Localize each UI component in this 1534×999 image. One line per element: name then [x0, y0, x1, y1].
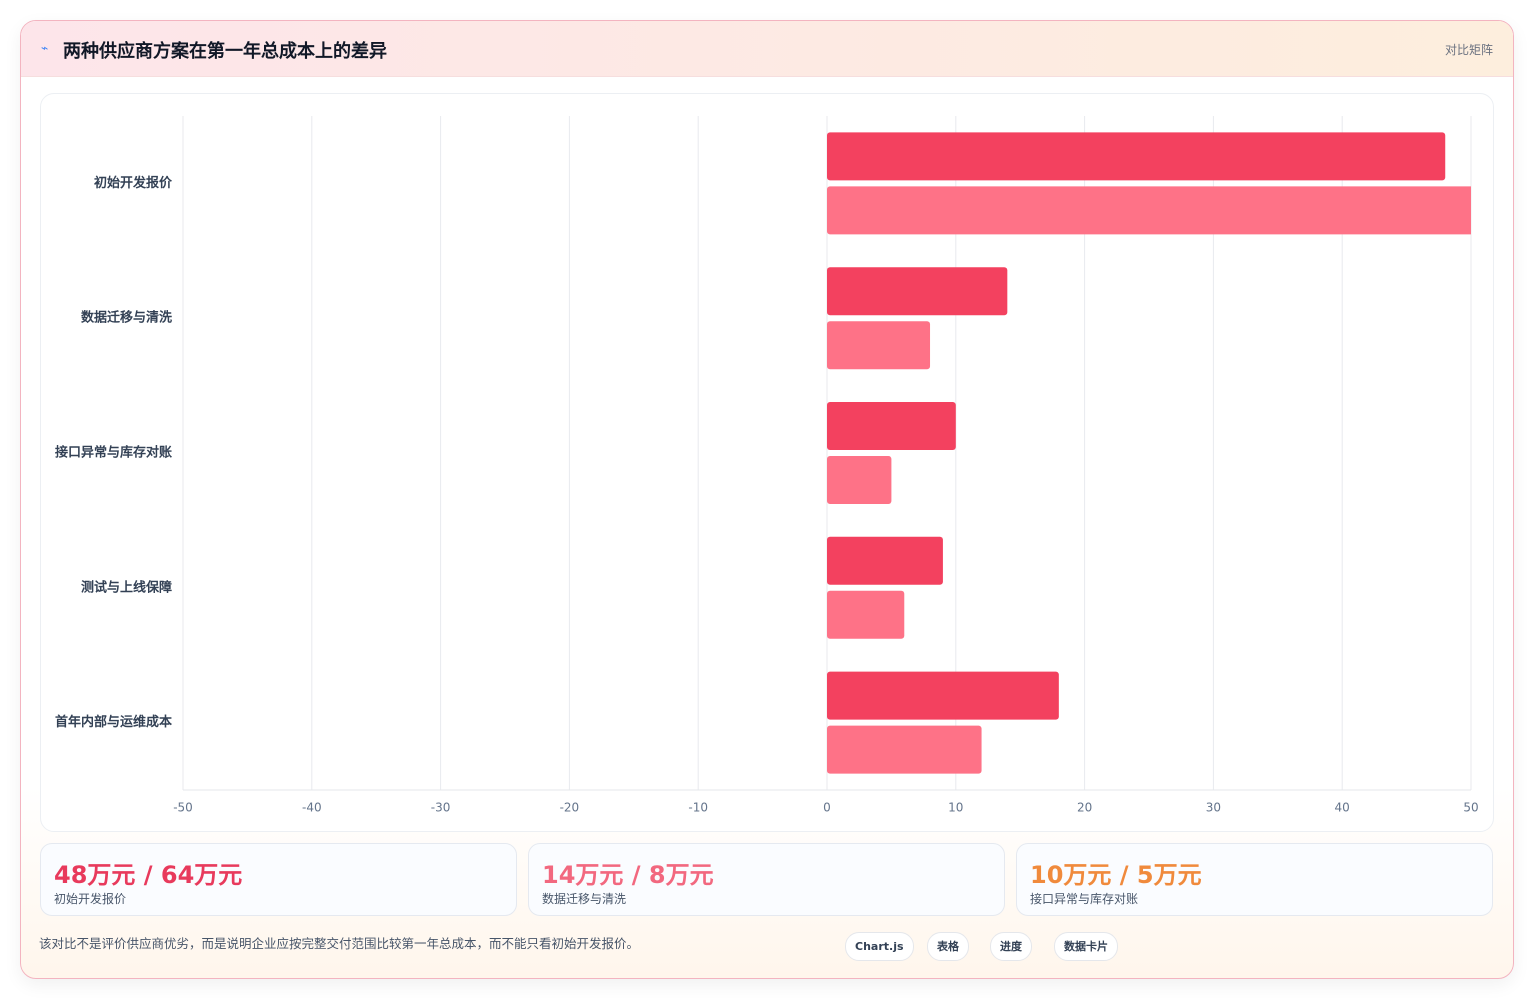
title: 两种供应商方案在第一年总成本上的差异 — [63, 41, 387, 62]
bar — [827, 186, 1471, 235]
x-tick-label: 20 — [1077, 801, 1092, 815]
chart: -50 -40 -30 -20 -10 0 10 20 30 40 50 初始开发报价数据迁移与清洗接… — [55, 116, 1479, 815]
stat-value: 48万元 / 64万元 — [54, 861, 243, 889]
view-button[interactable]: 进度 — [990, 932, 1032, 961]
x-tick-label: 30 — [1206, 801, 1221, 815]
y-tick-label: 接口异常与库存对账 — [55, 445, 172, 461]
bar — [827, 590, 905, 639]
stat-value: 14万元 / 8万元 — [542, 861, 714, 889]
bars — [827, 132, 1471, 774]
stat-card: 14万元 / 8万元数据迁移与清洗 — [528, 843, 1005, 916]
x-tick-label: 40 — [1335, 801, 1350, 815]
x-tick-label: -50 — [173, 801, 193, 815]
footer-note: 该对比不是评价供应商优劣，而是说明企业应按完整交付范围比较第一年总成本，而不能只… — [39, 936, 640, 951]
stat-label: 数据迁移与清洗 — [542, 892, 627, 906]
x-tick-label: 0 — [823, 801, 831, 815]
bar — [827, 456, 892, 504]
x-tick-label: 10 — [948, 801, 963, 815]
bar — [827, 536, 943, 585]
icon: ⌁ — [41, 41, 49, 55]
y-tick-label: 数据迁移与清洗 — [81, 310, 172, 326]
y-tick-label: 首年内部与运维成本 — [55, 714, 172, 730]
header: ⌁ 两种供应商方案在第一年总成本上的差异 对比矩阵 — [21, 21, 1513, 77]
stat-card: 10万元 / 5万元接口异常与库存对账 — [1016, 843, 1493, 916]
bar — [827, 671, 1059, 720]
y-tick-label: 测试与上线保障 — [81, 579, 172, 595]
bar — [827, 132, 1446, 181]
stat-label: 初始开发报价 — [54, 892, 127, 906]
x-tick-label: -10 — [688, 801, 708, 815]
view-button[interactable]: 数据卡片 — [1054, 932, 1118, 961]
stat-label: 接口异常与库存对账 — [1030, 892, 1139, 906]
stat-card: 48万元 / 64万元初始开发报价 — [40, 843, 517, 916]
bar — [827, 267, 1008, 316]
bar — [827, 321, 931, 370]
bar — [827, 402, 956, 450]
bar — [827, 725, 982, 774]
view-button[interactable]: Chart.js — [845, 932, 914, 961]
view-button[interactable]: 表格 — [927, 932, 969, 961]
x-tick-label: -40 — [302, 801, 322, 815]
x-tick-label: -30 — [431, 801, 451, 815]
y-tick-label: 初始开发报价 — [94, 175, 173, 191]
badge: 对比矩阵 — [1444, 43, 1493, 57]
x-tick-label: 50 — [1463, 801, 1478, 815]
x-tick-label: -20 — [560, 801, 580, 815]
stat-value: 10万元 / 5万元 — [1030, 861, 1202, 889]
